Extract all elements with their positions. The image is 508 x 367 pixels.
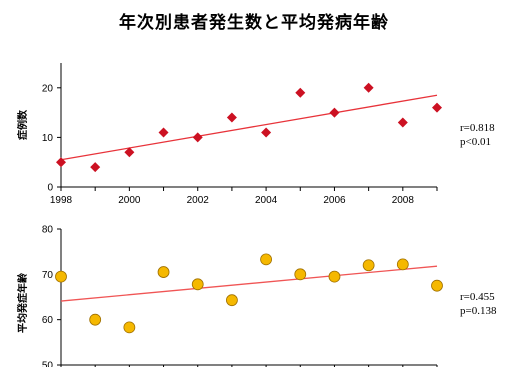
data-point (90, 162, 101, 173)
y-tick-label: 10 (42, 133, 54, 144)
y-tick-label: 60 (42, 315, 54, 326)
data-point (363, 82, 374, 93)
x-tick-label: 2008 (392, 195, 415, 206)
chart-title: 年次別患者発生数と平均発病年齢 (119, 13, 389, 33)
y-tick-label: 0 (47, 183, 53, 194)
x-tick-label: 2006 (323, 195, 346, 206)
data-point (295, 87, 306, 98)
data-point (226, 294, 238, 307)
y-tick-label: 70 (42, 270, 54, 281)
x-tick-label: 1998 (50, 195, 73, 206)
trend-line (60, 265, 438, 302)
data-point (124, 147, 135, 158)
data-point (226, 112, 237, 123)
data-point (362, 259, 375, 272)
data-point (56, 157, 66, 168)
data-point (191, 278, 204, 291)
stat-label: r=0.818 (460, 122, 495, 134)
data-point (261, 127, 272, 138)
y-tick-label: 80 (42, 225, 54, 236)
data-point (157, 266, 170, 278)
data-point (192, 132, 203, 143)
y-tick-label: 20 (42, 83, 54, 94)
x-tick-label: 2004 (255, 195, 278, 206)
x-tick-label: 2002 (187, 195, 210, 206)
data-point (431, 279, 443, 292)
data-point (329, 107, 340, 118)
data-point (396, 258, 409, 271)
data-point (123, 321, 136, 334)
x-tick-label: 2000 (118, 195, 141, 206)
trend-line (60, 94, 438, 161)
data-point (260, 253, 272, 266)
stat-label: p=0.138 (460, 305, 497, 317)
y-axis-label: 症例数 (16, 109, 29, 140)
data-point (328, 270, 341, 283)
data-point (55, 270, 67, 283)
data-point (397, 117, 408, 128)
data-point (158, 127, 169, 138)
data-point (89, 313, 102, 326)
stat-label: r=0.455 (460, 291, 495, 303)
y-axis-label: 平均発症年齢 (16, 272, 29, 333)
stat-label: p<0.01 (460, 136, 491, 148)
data-point (294, 268, 307, 281)
y-tick-label: 50 (42, 361, 54, 367)
data-point (432, 102, 442, 113)
